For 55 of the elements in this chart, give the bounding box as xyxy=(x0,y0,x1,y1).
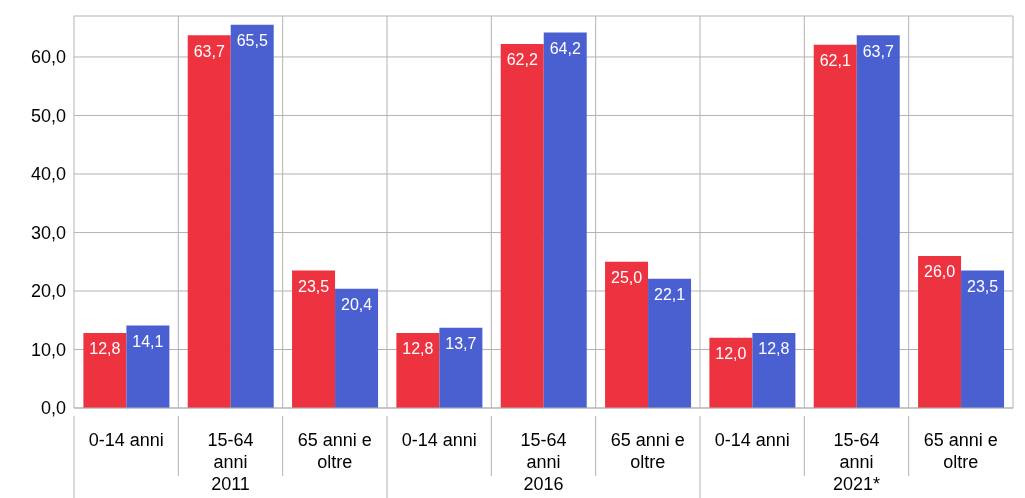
x-tick-label: 65 anni e oltre xyxy=(297,430,372,472)
data-label: 23,5 xyxy=(297,277,330,295)
bar xyxy=(543,32,587,408)
data-label: 23,5 xyxy=(966,277,999,295)
data-label: 63,7 xyxy=(862,42,894,60)
data-label: 12,8 xyxy=(758,340,790,358)
data-label: 13,7 xyxy=(445,335,477,353)
y-tick-label: 30,0 xyxy=(30,222,66,243)
bar xyxy=(605,261,649,408)
bar xyxy=(83,333,127,408)
x-tick-label: 15-64 anni xyxy=(520,430,567,472)
data-label: 12,8 xyxy=(402,340,434,358)
x-tick-label: 0-14 anni xyxy=(88,430,164,450)
y-tick-label: 0,0 xyxy=(40,398,66,419)
text: 2021* xyxy=(832,474,881,494)
data-label: 25,0 xyxy=(610,269,643,287)
data-label: 62,1 xyxy=(819,52,851,70)
bar xyxy=(813,44,857,408)
bar xyxy=(439,327,483,408)
data-label: 63,7 xyxy=(193,42,225,60)
bar xyxy=(856,35,900,408)
data-label: 20,4 xyxy=(340,296,373,313)
bar xyxy=(752,333,796,408)
y-tick-label: 20,0 xyxy=(30,281,66,302)
x-tick-label: 15-64 anni xyxy=(207,430,254,472)
bar xyxy=(396,333,440,408)
y-tick-label: 10,0 xyxy=(30,339,66,360)
bar xyxy=(648,278,692,408)
y-tick-label: 40,0 xyxy=(30,164,66,185)
text: 2011 xyxy=(211,474,250,494)
bar xyxy=(961,270,1005,408)
data-label: 12,8 xyxy=(89,340,121,358)
x-tick-label: 65 anni e oltre xyxy=(923,430,998,472)
data-label: 12,0 xyxy=(715,345,747,363)
text: 2016 xyxy=(523,474,564,494)
y-tick-label: 60,0 xyxy=(30,47,66,68)
x-tick-label: 0-14 anni xyxy=(401,430,477,450)
bar xyxy=(126,325,170,408)
data-label: 26,0 xyxy=(923,263,956,281)
bar xyxy=(335,288,379,408)
data-label: 65,5 xyxy=(236,32,268,50)
data-label: 64,2 xyxy=(549,39,581,57)
bar xyxy=(918,255,962,408)
data-label: 22,1 xyxy=(653,286,686,304)
x-tick-label: 15-64 anni xyxy=(833,430,880,472)
x-tick-label: 65 anni e oltre xyxy=(610,430,685,472)
bar xyxy=(500,44,544,408)
bar xyxy=(230,24,274,408)
data-label: 14,1 xyxy=(132,332,164,350)
y-tick-label: 50,0 xyxy=(30,105,66,126)
x-tick-label: 0-14 anni xyxy=(714,430,790,450)
bar xyxy=(292,270,336,408)
bar xyxy=(187,35,231,408)
data-label: 62,2 xyxy=(506,51,538,69)
bar xyxy=(709,337,753,408)
